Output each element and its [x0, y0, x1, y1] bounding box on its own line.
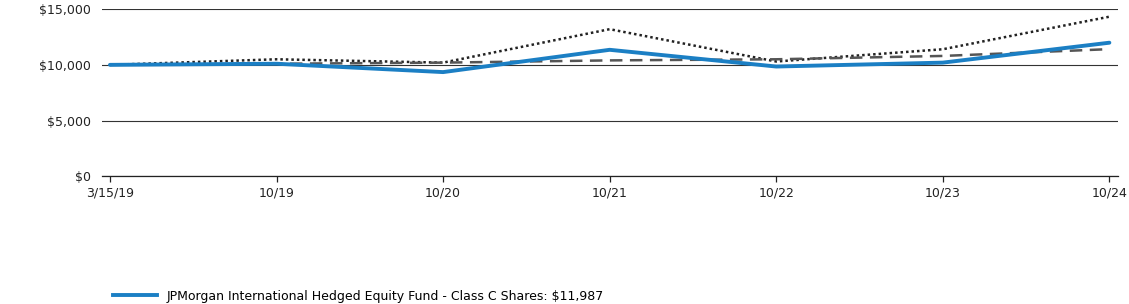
Legend: JPMorgan International Hedged Equity Fund - Class C Shares: $11,987, MSCI EAFE I: JPMorgan International Hedged Equity Fun…	[108, 285, 609, 304]
